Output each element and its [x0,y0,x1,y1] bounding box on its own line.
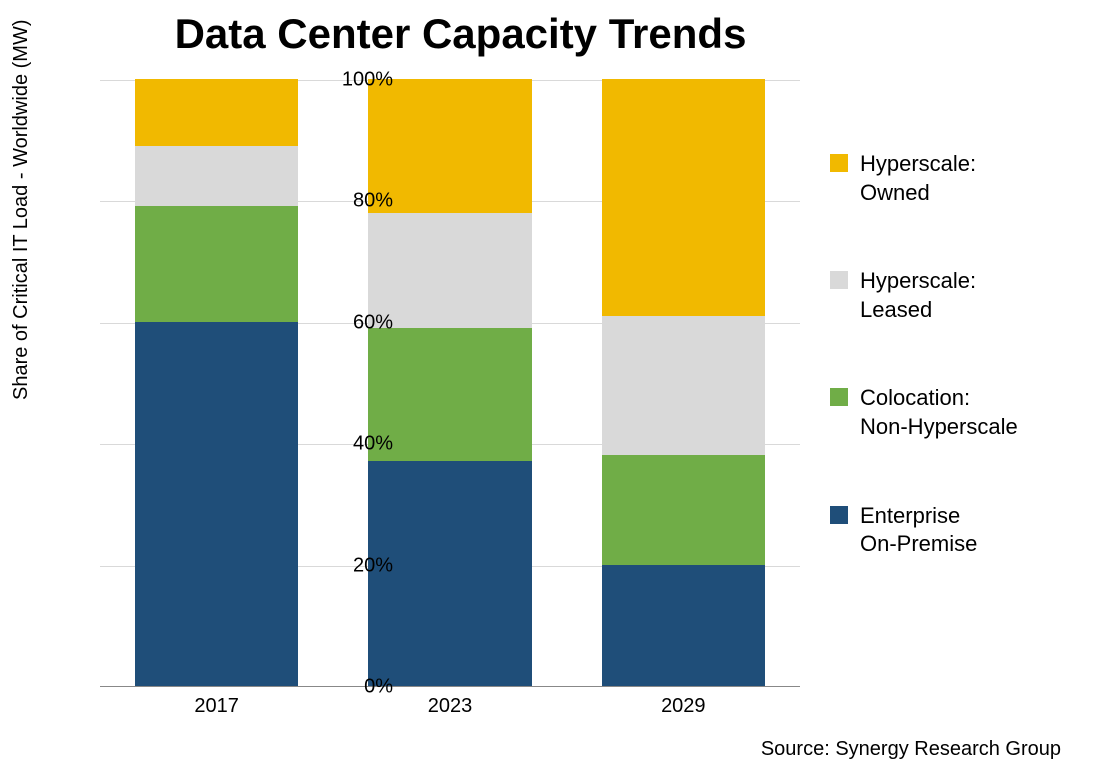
legend: Hyperscale:Owned Hyperscale:Leased Colocat… [830,150,1080,619]
y-tick-label: 100% [333,69,393,92]
x-tick-label: 2017 [100,695,333,718]
legend-swatch [830,271,848,289]
legend-item: Hyperscale:Owned [830,150,1080,207]
legend-item: Hyperscale:Leased [830,267,1080,324]
bar-group [602,79,765,686]
y-tick-label: 60% [333,311,393,334]
bar-segment [602,316,765,456]
bar-segment [135,322,298,686]
legend-swatch [830,154,848,172]
legend-label: Colocation:Non-Hyperscale [860,384,1018,441]
plot-region [100,80,800,687]
legend-swatch [830,506,848,524]
legend-label: Hyperscale:Leased [860,267,976,324]
bar-segment [135,206,298,321]
y-tick-label: 80% [333,190,393,213]
y-tick-label: 20% [333,554,393,577]
bar-group [368,79,531,686]
chart-plot-area [100,80,800,687]
bar-segment [602,565,765,686]
chart-title: Data Center Capacity Trends [100,10,821,58]
legend-item: Colocation:Non-Hyperscale [830,384,1080,441]
legend-swatch [830,388,848,406]
bar-group [135,79,298,686]
bar-segment [135,79,298,146]
chart-container: Data Center Capacity Trends Share of Cri… [0,0,1101,769]
x-tick-label: 2023 [333,695,566,718]
source-attribution: Source: Synergy Research Group [761,738,1061,761]
x-tick-label: 2029 [567,695,800,718]
y-axis-label: Share of Critical IT Load - Worldwide (M… [10,20,33,400]
legend-item: EnterpriseOn-Premise [830,502,1080,559]
legend-label: Hyperscale:Owned [860,150,976,207]
y-tick-label: 40% [333,433,393,456]
legend-label: EnterpriseOn-Premise [860,502,977,559]
bar-segment [135,146,298,207]
bar-segment [602,455,765,564]
bar-segment [602,79,765,316]
